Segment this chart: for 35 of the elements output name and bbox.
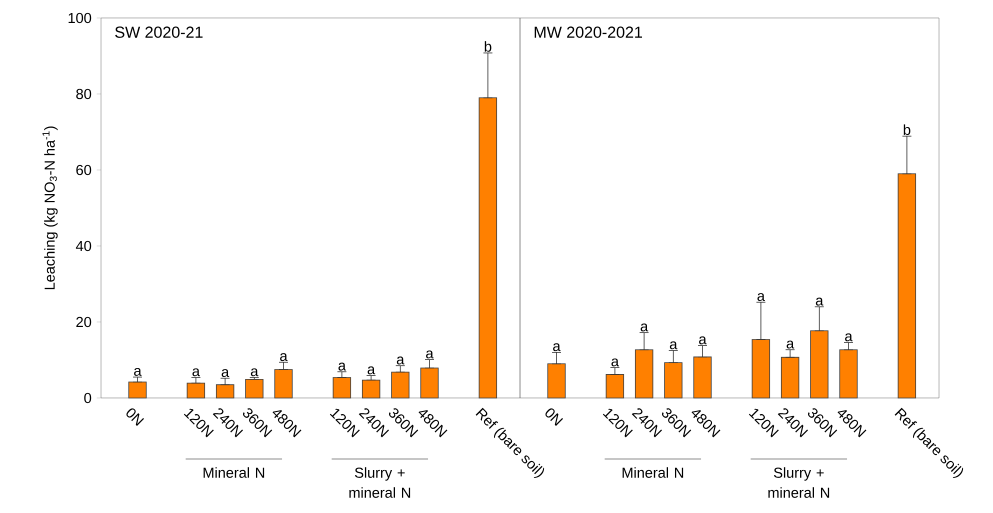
data-label: a [816, 298, 824, 306]
data-label: a [134, 368, 142, 376]
data-label: a [845, 333, 853, 342]
chart-title: MW 2020-2021 [534, 26, 642, 38]
y-tick-label: 20 [76, 316, 92, 328]
data-label: b [484, 41, 492, 52]
x-tick-label: 0N [545, 408, 564, 426]
data-label: a [426, 350, 434, 358]
x-tick-label: 0N [126, 408, 144, 426]
data-label: a [699, 336, 707, 344]
chart-title: SW 2020-21 [115, 26, 203, 38]
data-label: a [670, 341, 678, 350]
text: Mineral N [204, 467, 264, 478]
data-label: b [904, 124, 910, 135]
data-label: a [786, 340, 794, 349]
data-label: a [280, 353, 288, 362]
y-tick-label: 40 [76, 240, 92, 252]
y-axis-title: Leaching (kg NO$_{3}$-N ha$^{-1}$) [42, 126, 58, 290]
data-label: a [192, 368, 200, 376]
data-label: a [368, 366, 376, 374]
data-label: a [222, 369, 230, 378]
y-tick-label: 80 [76, 88, 92, 100]
data-label: a [640, 323, 648, 332]
text: Slurry + mineral N [349, 467, 410, 498]
y-tick-label: 60 [76, 164, 92, 176]
data-label: a [396, 356, 404, 364]
text: Slurry + mineral N [768, 467, 830, 498]
data-label: a [250, 368, 258, 376]
y-tick-label: 0 [84, 392, 92, 404]
text: Mineral N [622, 467, 684, 478]
data-label: a [611, 358, 619, 366]
data-label: a [553, 343, 561, 352]
data-label: a [757, 293, 765, 302]
data-label: a [338, 362, 346, 371]
y-tick-label: 100 [68, 12, 92, 24]
